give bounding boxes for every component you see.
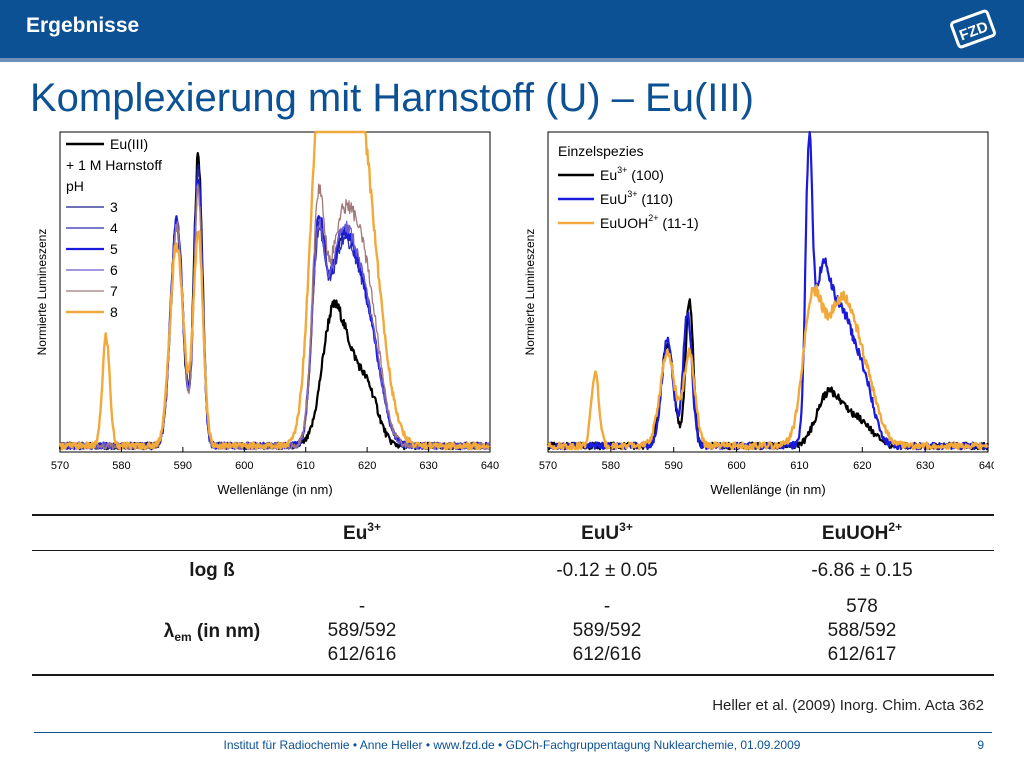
y-axis-label: Normierte Lumineszenz <box>523 229 537 356</box>
legend-label: 4 <box>110 220 118 236</box>
cell-line: 588/592 <box>827 620 897 641</box>
header-bar <box>0 0 1024 58</box>
cell-line: 589/592 <box>327 620 397 641</box>
table-cell: - 589/592 612/616 <box>262 595 462 667</box>
cell-line: - <box>603 596 611 617</box>
y-axis-label: Normierte Lumineszenz <box>35 229 49 356</box>
x-tick-label: 640 <box>481 460 499 472</box>
legend-title: Einzelspezies <box>558 143 644 159</box>
table-header-row: Eu3+ EuU3+ EuUOH2+ <box>32 520 994 550</box>
logo-text: FZD <box>957 18 990 44</box>
legend-subtitle: + 1 M Harnstoff <box>66 157 162 173</box>
luminescence-chart-species: 570 580 590 600 610 620 630 640 Wellenlänge (in … <box>523 130 994 497</box>
x-tick-label: 630 <box>916 460 934 472</box>
slide-title: Komplexierung mit Harnstoff (U) – Eu(III… <box>30 76 754 120</box>
plot-frame <box>59 131 491 453</box>
x-tick-label: 600 <box>235 460 253 472</box>
x-tick-label: 610 <box>790 460 808 472</box>
footer-text: Institut für Radiochemie • Anne Heller •… <box>223 738 801 752</box>
table-cell: -0.12 ± 0.05 <box>556 560 658 581</box>
legend-label: Eu3+ (100) <box>600 165 664 183</box>
legend-label: 5 <box>110 241 118 257</box>
table-top-rule <box>32 514 994 516</box>
page-number: 9 <box>977 738 984 752</box>
chart-legend: Eu(III) + 1 M Harnstoff pH 3 4 5 6 7 8 <box>66 136 162 320</box>
legend-label: Eu(III) <box>110 136 148 152</box>
footer-rule <box>34 732 992 733</box>
x-tick-label: 640 <box>979 460 994 472</box>
x-tick-label: 580 <box>602 460 620 472</box>
legend-label: 7 <box>110 283 118 299</box>
table-bottom-rule <box>32 674 994 676</box>
table-row: λem (in nm) - 589/592 612/616 - 589/592 … <box>32 595 994 671</box>
legend-label: EuUOH2+ (11-1) <box>600 213 699 231</box>
citation: Heller et al. (2009) Inorg. Chim. Acta 3… <box>712 697 984 714</box>
series-line <box>59 130 491 451</box>
legend-label: 8 <box>110 304 118 320</box>
header-cell-euuoh: EuUOH2+ <box>821 520 903 544</box>
cell-line: 578 <box>846 596 878 617</box>
header-accent-strip <box>0 58 1024 62</box>
cell-line: - <box>358 596 366 617</box>
table-cell: 578 588/592 612/617 <box>762 595 962 667</box>
luminescence-chart-ph: 570 580 590 600 610 620 630 640 Wellenlänge (in … <box>35 130 499 497</box>
table-header-rule <box>32 550 994 551</box>
x-tick-label: 580 <box>112 460 130 472</box>
legend-label: EuU3+ (110) <box>600 189 673 207</box>
legend-label: 6 <box>110 262 118 278</box>
legend-label: 3 <box>110 199 118 215</box>
x-tick-label: 600 <box>727 460 745 472</box>
plot-frame <box>547 131 989 453</box>
x-tick-label: 590 <box>174 460 192 472</box>
cell-line: 589/592 <box>572 620 642 641</box>
cell-line: 612/617 <box>827 644 897 665</box>
x-tick-label: 630 <box>419 460 437 472</box>
legend-subtitle: pH <box>66 178 84 194</box>
chart-legend: Einzelspezies Eu3+ (100) EuU3+ (110) EuUOH2… <box>558 143 699 231</box>
series-line <box>546 284 989 451</box>
table-cell: -6.86 ± 0.15 <box>811 560 913 581</box>
row-label-lambda: λem (in nm) <box>163 621 261 644</box>
row-label-logbeta: log ß <box>189 560 235 581</box>
table-row: log ß -0.12 ± 0.05 -6.86 ± 0.15 <box>32 559 994 587</box>
cell-line: 612/616 <box>572 644 642 665</box>
x-tick-label: 610 <box>297 460 315 472</box>
x-axis-label: Wellenlänge (in nm) <box>217 482 332 497</box>
x-axis-label: Wellenlänge (in nm) <box>710 482 825 497</box>
table-cell: - 589/592 612/616 <box>507 595 707 667</box>
fzd-logo: FZD <box>950 9 996 49</box>
x-tick-label: 570 <box>51 460 69 472</box>
section-label: Ergebnisse <box>26 14 140 37</box>
x-tick-label: 620 <box>358 460 376 472</box>
header-cell-euu: EuU3+ <box>581 520 633 544</box>
x-tick-label: 570 <box>539 460 557 472</box>
cell-line: 612/616 <box>327 644 397 665</box>
x-tick-label: 620 <box>853 460 871 472</box>
header-cell-eu: Eu3+ <box>343 520 381 544</box>
x-tick-label: 590 <box>665 460 683 472</box>
